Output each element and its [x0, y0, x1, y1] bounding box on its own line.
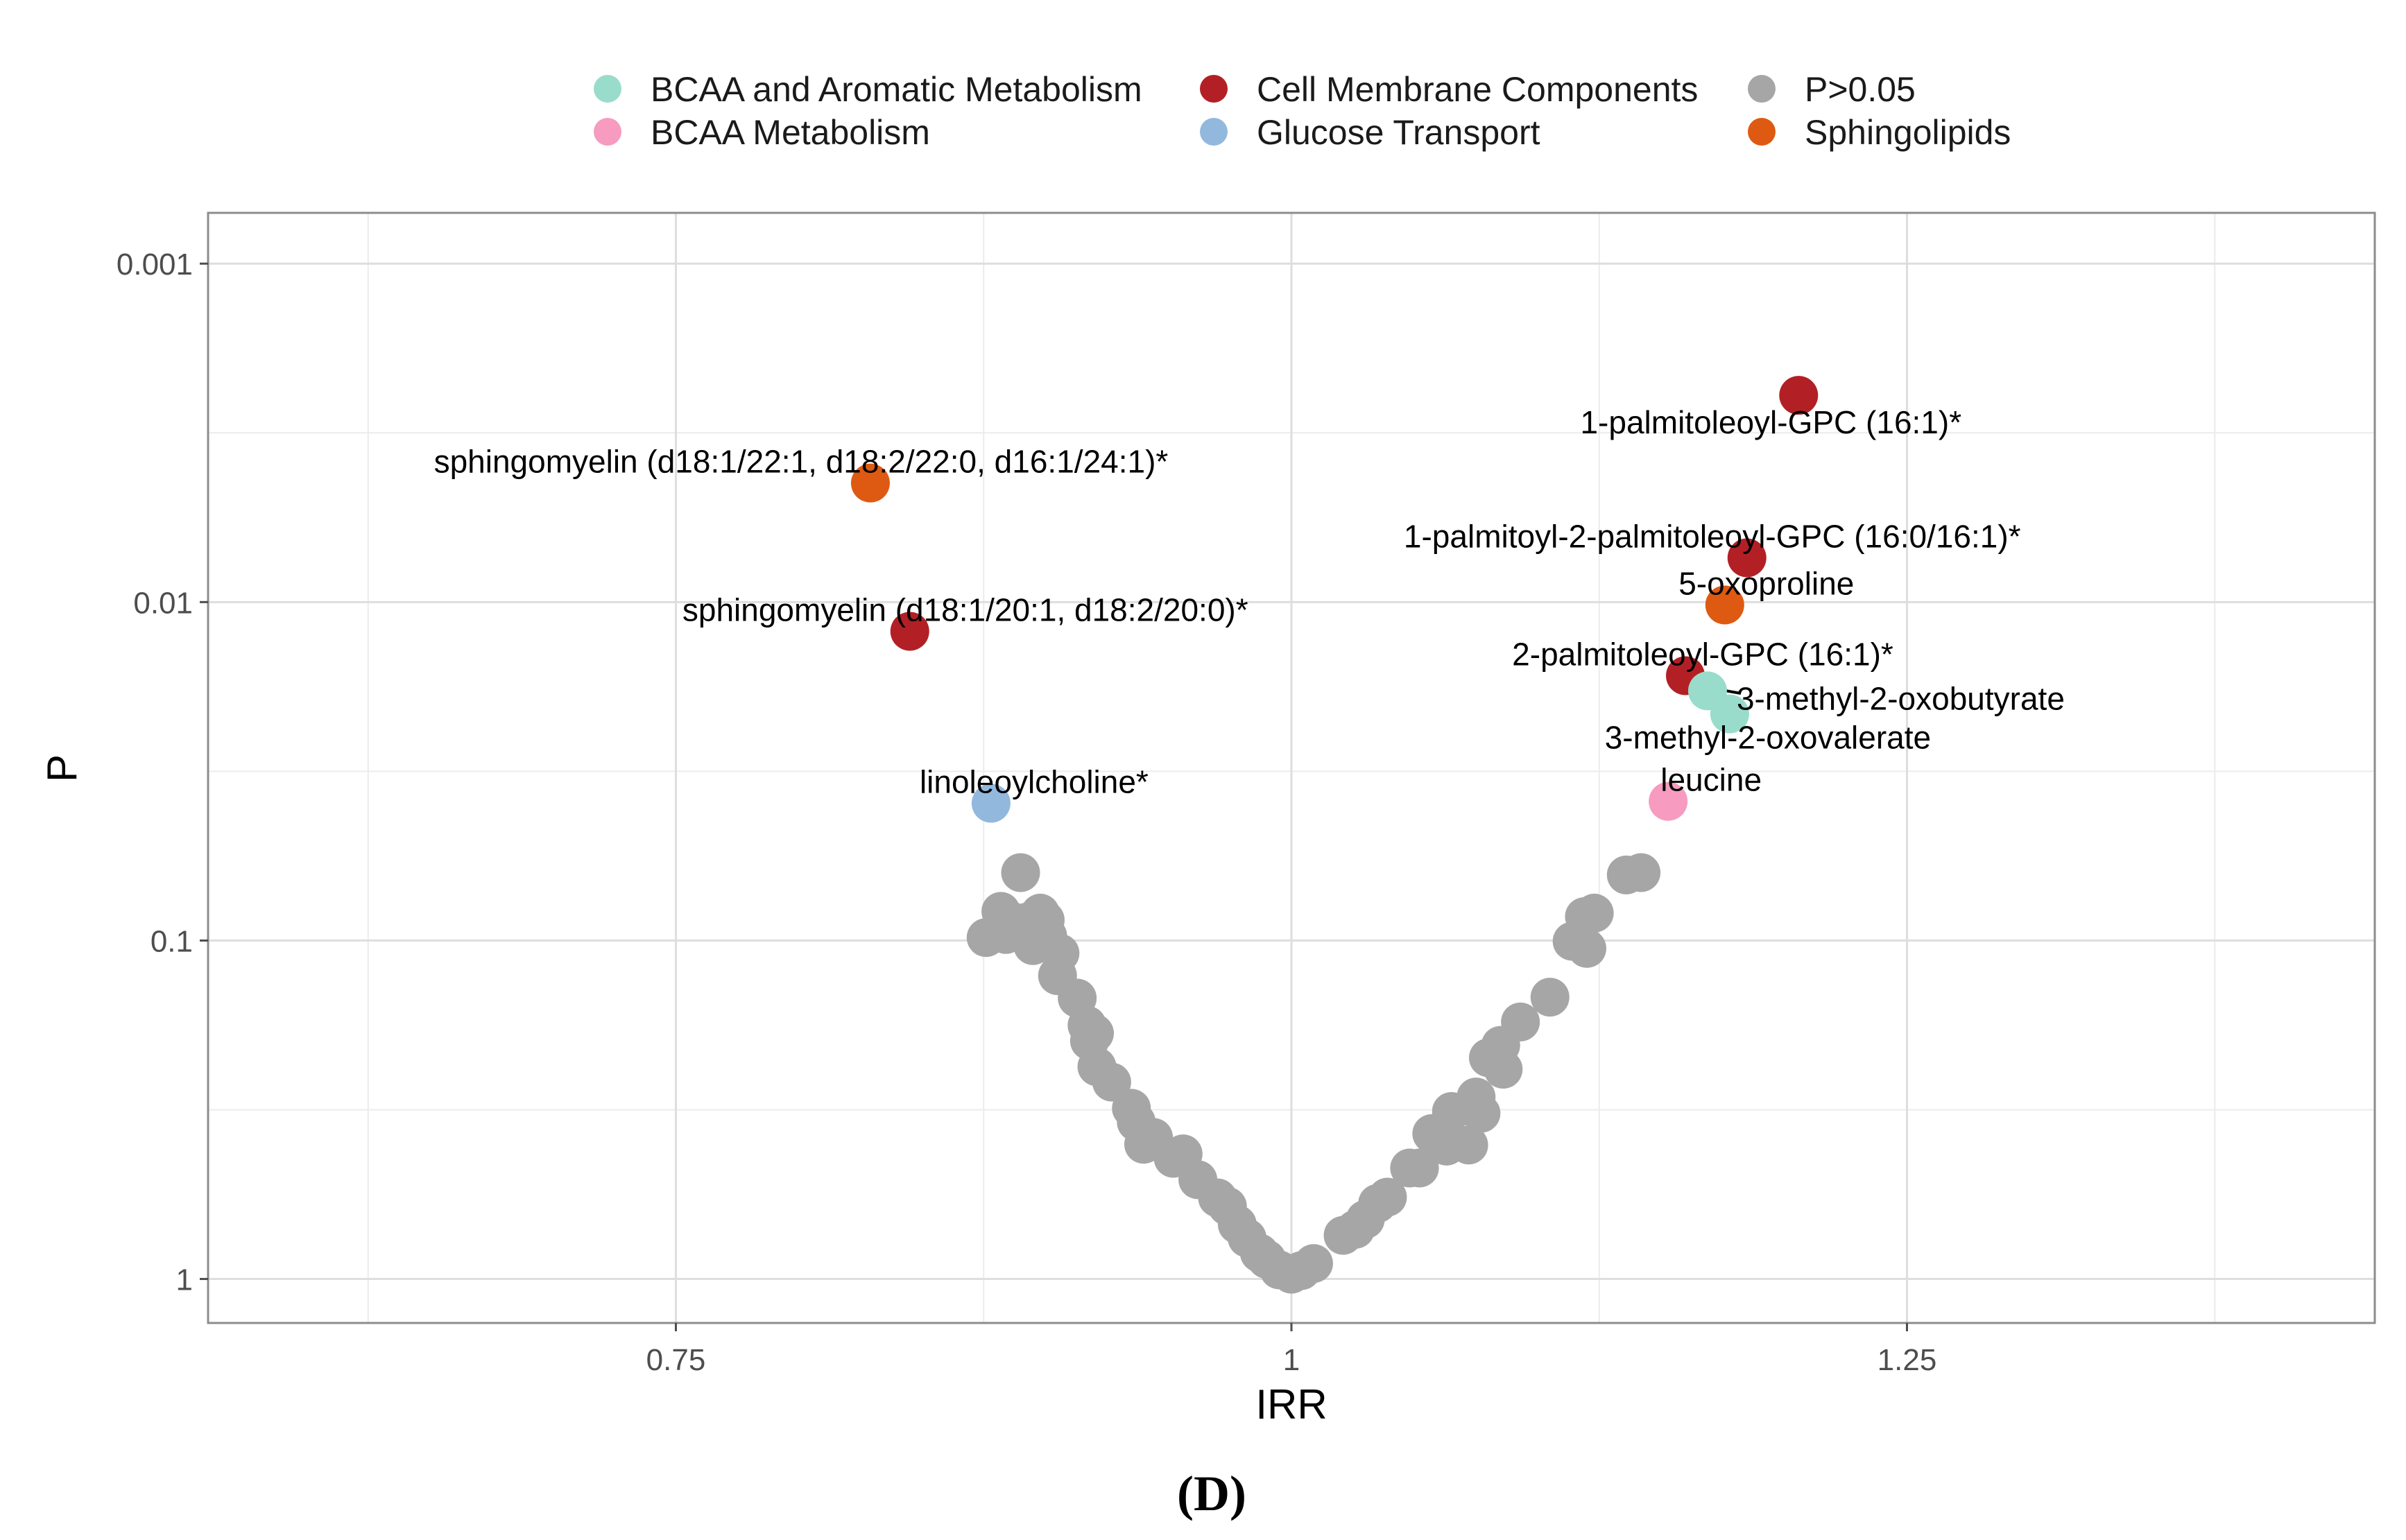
data-point-3-methyl-2-oxovalerate: [1710, 694, 1749, 734]
legend-swatch-p-gt-0-05: [1748, 75, 1776, 103]
data-point-nonsignificant: [1461, 1093, 1501, 1133]
y-axis-title: P: [39, 754, 85, 782]
legend-swatch-bcaa-metabolism: [594, 118, 621, 146]
legend-swatch-cell-membrane-components: [1200, 75, 1228, 103]
legend-label-p-gt-0-05: P>0.05: [1805, 70, 1916, 109]
data-points: [850, 376, 1819, 1294]
data-point-nonsignificant: [1294, 1244, 1333, 1283]
data-point-nonsignificant: [1567, 928, 1606, 968]
y-tick-label: 0.001: [117, 248, 193, 282]
data-point-linoleoylcholine: [971, 784, 1011, 823]
legend-label-cell-membrane-components: Cell Membrane Components: [1257, 70, 1698, 109]
x-tick-label: 1: [1283, 1343, 1300, 1377]
point-label-3-methyl-2-oxobutyrate: 3-methyl-2-oxobutyrate: [1737, 680, 2065, 716]
legend-item-p-gt-0-05: P>0.05: [1748, 70, 1916, 109]
legend-item-bcaa-and-aromatic-metabolism: BCAA and Aromatic Metabolism: [594, 70, 1142, 109]
legend-label-sphingolipids: Sphingolipids: [1805, 113, 2011, 152]
x-tick-label: 0.75: [646, 1343, 706, 1377]
data-point-leucine: [1649, 781, 1688, 821]
data-point-nonsignificant: [1001, 853, 1040, 892]
legend-item-bcaa-metabolism: BCAA Metabolism: [594, 113, 930, 152]
grid: [208, 213, 2375, 1323]
legend-swatch-glucose-transport: [1200, 118, 1228, 146]
y-tick-label: 0.01: [133, 586, 193, 620]
data-point-nonsignificant: [1075, 1014, 1114, 1053]
data-point-nonsignificant: [1449, 1125, 1488, 1165]
data-point-nonsignificant: [1574, 893, 1614, 933]
legend-item-glucose-transport: Glucose Transport: [1200, 113, 1540, 152]
point-label-2-palmitoleoyl-gpc-16-1: 2-palmitoleoyl-GPC (16:1)*: [1512, 636, 1893, 672]
data-point-sphingomyelin-d18-1-22-1-d18-2-22-0-d16-1-24-1: [850, 463, 890, 503]
point-label-linoleoylcholine: linoleoylcholine*: [920, 763, 1149, 799]
point-label-leucine: leucine: [1660, 762, 1762, 798]
point-label-sphingomyelin-d18-1-22-1-d18-2-22-0-d16-1-24-1: sphingomyelin (d18:1/22:1, d18:2/22:0, d…: [434, 444, 1169, 480]
data-point-nonsignificant: [1400, 1148, 1439, 1188]
y-axis: 0.001 0.01 0.1 1: [117, 248, 208, 1297]
figure-caption: (D): [1177, 1466, 1246, 1521]
legend-item-cell-membrane-components: Cell Membrane Components: [1200, 70, 1698, 109]
data-point-nonsignificant: [1484, 1050, 1523, 1089]
x-tick-label: 1.25: [1877, 1343, 1937, 1377]
point-label-1-palmitoleoyl-gpc-16-1: 1-palmitoleoyl-GPC (16:1)*: [1580, 404, 1961, 440]
data-point-nonsignificant: [1530, 978, 1570, 1017]
data-point-1-palmitoyl-2-palmitoleoyl-gpc-16-0-16-1: [1727, 538, 1767, 578]
legend-label-bcaa-metabolism: BCAA Metabolism: [651, 113, 930, 152]
legend-label-bcaa-and-aromatic-metabolism: BCAA and Aromatic Metabolism: [651, 70, 1142, 109]
legend: BCAA and Aromatic Metabolism BCAA Metabo…: [594, 70, 2011, 152]
data-point-1-palmitoleoyl-gpc-16-1: [1779, 376, 1819, 415]
legend-swatch-sphingolipids: [1748, 118, 1776, 146]
legend-swatch-bcaa-and-aromatic-metabolism: [594, 75, 621, 103]
data-point-5-oxoproline: [1705, 585, 1744, 625]
data-point-sphingomyelin-d18-1-20-1-d18-2-20-0: [890, 612, 929, 651]
y-tick-label: 0.1: [151, 924, 193, 958]
data-point-nonsignificant: [1622, 853, 1661, 892]
data-point-nonsignificant: [1501, 1002, 1540, 1041]
point-labels: 1-palmitoleoyl-GPC (16:1)* sphingomyelin …: [434, 404, 2065, 799]
point-label-1-palmitoyl-2-palmitoleoyl-gpc-16-0-16-1: 1-palmitoyl-2-palmitoleoyl-GPC (16:0/16:…: [1404, 518, 2021, 554]
data-point-nonsignificant: [1368, 1177, 1407, 1217]
legend-label-glucose-transport: Glucose Transport: [1257, 113, 1540, 152]
x-axis-title: IRR: [1255, 1381, 1327, 1428]
point-label-sphingomyelin-d18-1-20-1-d18-2-20-0: sphingomyelin (d18:1/20:1, d18:2/20:0)*: [682, 591, 1248, 628]
point-label-3-methyl-2-oxovalerate: 3-methyl-2-oxovalerate: [1605, 720, 1931, 756]
point-label-5-oxoproline: 5-oxoproline: [1678, 566, 1854, 602]
legend-item-sphingolipids: Sphingolipids: [1748, 113, 2011, 152]
x-axis: 0.75 1 1.25: [646, 1323, 1937, 1377]
y-tick-label: 1: [176, 1263, 193, 1297]
